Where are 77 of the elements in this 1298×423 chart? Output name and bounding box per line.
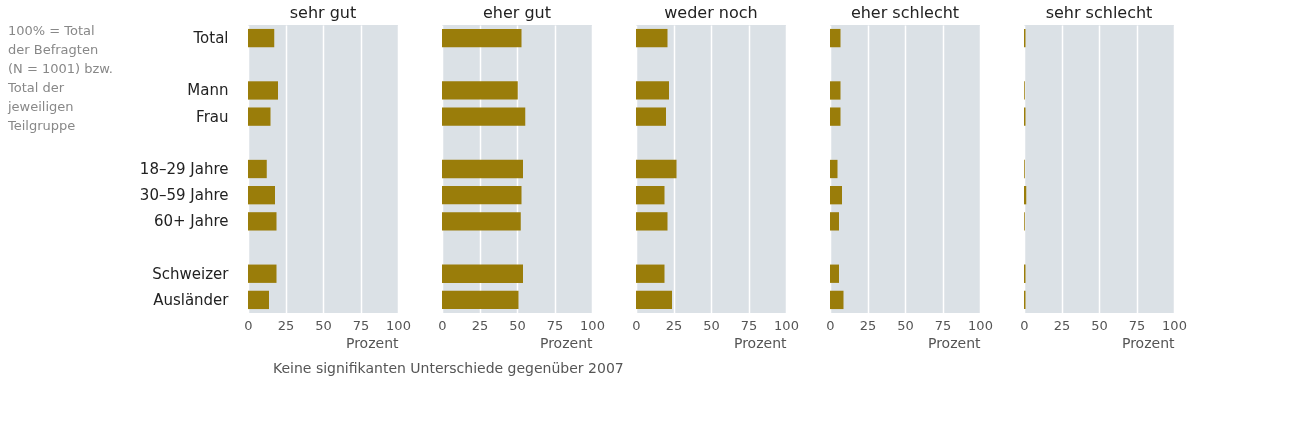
bar [636,264,665,283]
chart-title: eher schlecht [850,3,960,22]
x-tick-label: 100 [774,317,799,333]
bar [442,264,523,283]
bar [248,28,275,48]
bar [636,186,665,205]
bar [442,212,521,231]
bar [830,81,841,100]
x-tick-label: 0 [632,317,641,333]
x-tick-label: 50 [897,317,914,333]
x-axis-title: Prozent [539,334,593,351]
bar [636,28,668,48]
bar [636,212,668,231]
x-tick-label: 100 [386,317,411,333]
x-tick-label: 50 [1091,317,1108,333]
x-tick-label: 0 [826,317,835,333]
y-tick-label: Mann [187,81,229,100]
x-tick-label: 25 [471,317,489,333]
x-tick-label: 75 [1128,317,1146,333]
chart-title: eher gut [482,3,552,22]
bar [442,28,522,48]
x-axis-title: Prozent [733,334,787,351]
x-tick-label: 100 [968,317,993,333]
bar [248,212,277,231]
x-axis-title: Prozent [345,334,399,351]
bar [248,159,267,179]
bar [248,81,278,100]
bar [442,186,522,205]
y-tick-label: 30–59 Jahre [139,186,229,205]
x-tick-label: 75 [740,317,758,333]
x-tick-label: 75 [934,317,952,333]
x-tick-label: 25 [859,317,877,333]
chart-title: sehr gut [289,3,357,22]
x-tick-label: 50 [315,317,332,333]
bar [830,212,839,231]
chart-title: sehr schlecht [1045,3,1153,22]
x-tick-label: 25 [665,317,683,333]
bar [830,264,839,283]
x-axis-title: Prozent [927,334,981,351]
bar [248,290,269,310]
x-tick-label: 0 [438,317,447,333]
x-tick-label: 100 [580,317,605,333]
x-tick-label: 50 [703,317,720,333]
x-tick-label: 50 [509,317,526,333]
bar [636,290,672,310]
bar [442,81,518,100]
bar [636,81,669,100]
bar [442,290,519,310]
bar [636,107,666,126]
x-tick-label: 25 [1053,317,1071,333]
y-tick-label: Schweizer [152,264,230,283]
x-tick-label: 0 [1020,317,1029,333]
bar [248,186,275,205]
x-tick-label: 25 [277,317,295,333]
bar [830,159,838,179]
y-tick-label: 60+ Jahre [153,212,229,231]
x-tick-label: 0 [244,317,253,333]
bar [830,107,841,126]
y-tick-label: Frau [196,107,229,126]
x-tick-label: 100 [1162,317,1187,333]
bar [636,159,677,179]
bar [248,264,277,283]
text: Keine signifikanten Unterschiede gegenüber 2007 [273,360,624,376]
y-tick-label: Total [192,29,229,48]
y-tick-label: Ausländer [153,290,230,309]
bar [830,290,844,310]
x-tick-label: 75 [352,317,370,333]
x-axis-title: Prozent [1121,334,1175,351]
bar [830,186,842,205]
bar [830,28,841,48]
x-tick-label: 75 [546,317,564,333]
text: 100% = Total der Befragten (N = 1001) bzw. Total der jeweiligen Teilgruppe [7,23,113,133]
bar [442,107,526,126]
bar [442,159,523,179]
chart-title: weder noch [664,3,758,22]
y-tick-label: 18–29 Jahre [139,160,229,178]
bar [248,107,271,126]
